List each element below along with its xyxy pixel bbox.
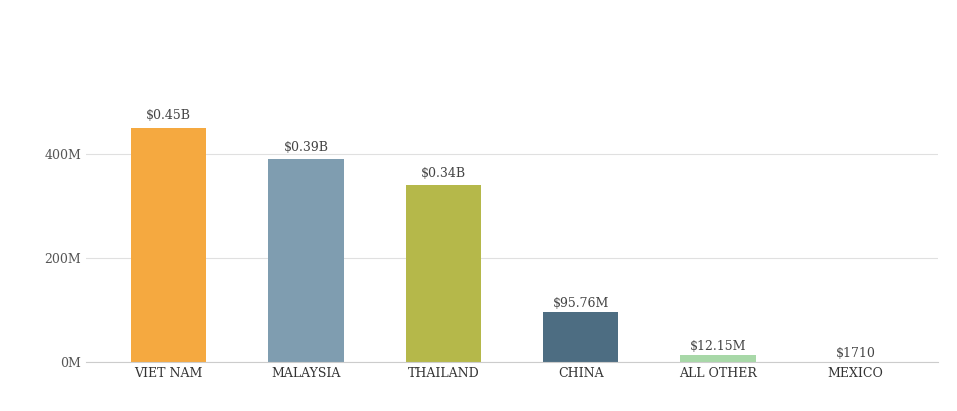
Bar <box>406 185 481 362</box>
Text: $0.34B: $0.34B <box>421 167 466 180</box>
Bar <box>131 128 207 362</box>
Text: $0.39B: $0.39B <box>283 141 328 154</box>
Text: $12.15M: $12.15M <box>690 340 746 353</box>
Text: Shipment Value (USD) by Country of Origin: Shipment Value (USD) by Country of Origi… <box>207 29 750 51</box>
Text: $95.76M: $95.76M <box>552 297 609 310</box>
Text: $0.45B: $0.45B <box>146 109 191 122</box>
Bar <box>543 312 618 362</box>
Bar <box>268 159 344 362</box>
Bar <box>680 356 756 362</box>
Text: $1710: $1710 <box>835 346 876 360</box>
